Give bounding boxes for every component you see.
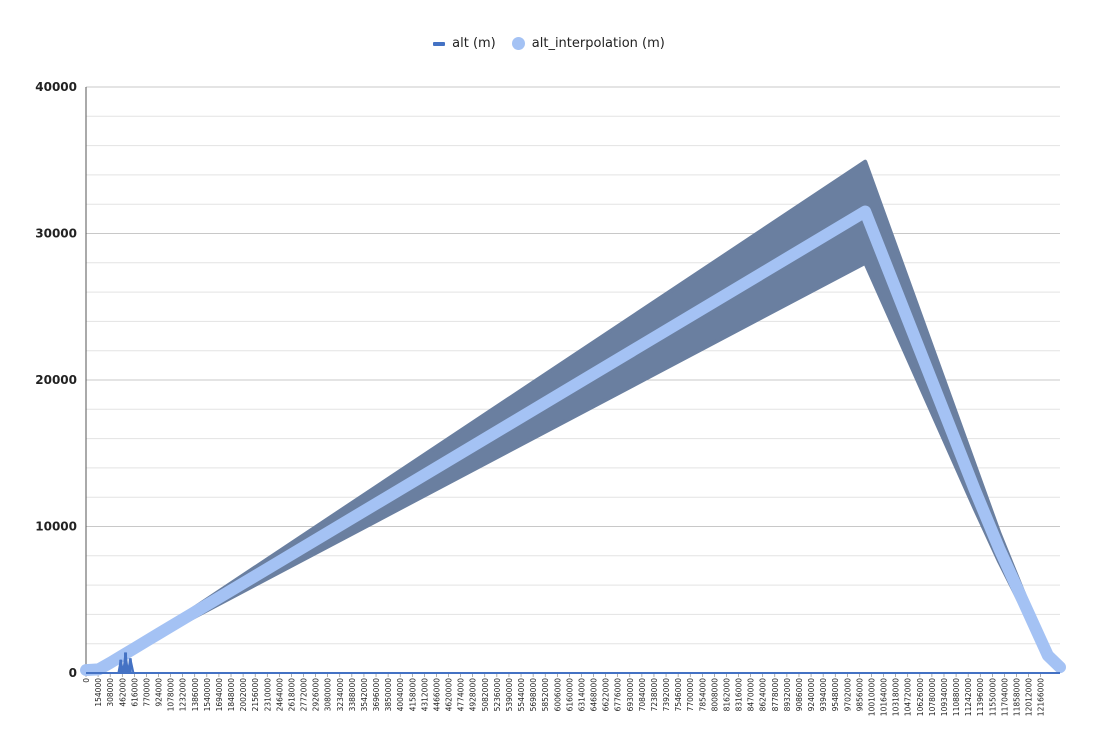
x-tick-label: 5082000 <box>481 678 490 712</box>
x-tick-label: 2772000 <box>300 678 309 712</box>
x-tick-label: 5698000 <box>529 678 538 712</box>
x-tick-label: 7854000 <box>698 678 707 712</box>
x-tick-label: 308000 <box>106 678 115 707</box>
x-tick-label: 10934000 <box>940 678 949 716</box>
x-tick-label: 8778000 <box>771 678 780 712</box>
x-tick-label: 1078000 <box>167 678 176 712</box>
x-tick-label: 6006000 <box>553 678 562 712</box>
x-tick-label: 2926000 <box>312 678 321 712</box>
x-tick-label: 2464000 <box>275 678 284 712</box>
x-tick-label: 7700000 <box>686 678 695 712</box>
x-tick-label: 1848000 <box>227 678 236 712</box>
x-tick-label: 11396000 <box>976 678 985 716</box>
x-tick-label: 4928000 <box>469 678 478 712</box>
x-tick-label: 9240000 <box>807 678 816 712</box>
y-tick-label: 30000 <box>35 227 77 241</box>
legend-item-alt[interactable]: alt (m) <box>433 36 496 51</box>
x-tick-label: 7084000 <box>638 678 647 712</box>
x-tick-label: 8932000 <box>783 678 792 712</box>
x-tick-label: 6468000 <box>590 678 599 712</box>
x-tick-label: 616000 <box>130 678 139 707</box>
x-tick-label: 12012000 <box>1025 678 1034 716</box>
x-tick-label: 2618000 <box>287 678 296 712</box>
x-tick-label: 7238000 <box>650 678 659 712</box>
x-tick-label: 3080000 <box>324 678 333 712</box>
y-tick-label: 10000 <box>35 520 77 534</box>
x-tick-label: 2002000 <box>239 678 248 712</box>
x-tick-label: 9548000 <box>831 678 840 712</box>
x-tick-label: 5852000 <box>541 678 550 712</box>
x-tick-label: 11704000 <box>1000 678 1009 716</box>
x-tick-label: 3850000 <box>384 678 393 712</box>
x-tick-label: 5236000 <box>493 678 502 712</box>
legend-label-alt-interpolation: alt_interpolation (m) <box>531 36 665 51</box>
x-tick-label: 8316000 <box>735 678 744 712</box>
x-tick-label: 4620000 <box>445 678 454 712</box>
x-tick-label: 11088000 <box>952 678 961 716</box>
x-tick-label: 8008000 <box>710 678 719 712</box>
x-tick-label: 8162000 <box>722 678 731 712</box>
x-tick-label: 4004000 <box>396 678 405 712</box>
series-line-alt-interpolation <box>80 205 1066 677</box>
x-tick-label: 5544000 <box>517 678 526 712</box>
x-tick-label: 6622000 <box>602 678 611 712</box>
x-tick-label: 1232000 <box>179 678 188 712</box>
x-tick-label: 3696000 <box>372 678 381 712</box>
x-tick-label: 9702000 <box>843 678 852 712</box>
legend: alt (m) alt_interpolation (m) <box>0 36 1098 51</box>
x-tick-label: 1540000 <box>203 678 212 712</box>
x-tick-label: 3234000 <box>336 678 345 712</box>
y-tick-label: 40000 <box>35 80 77 94</box>
x-tick-label: 10010000 <box>867 678 876 716</box>
x-tick-label: 1386000 <box>191 678 200 712</box>
x-tick-label: 4774000 <box>457 678 466 712</box>
x-tick-label: 8624000 <box>759 678 768 712</box>
legend-item-alt-interpolation[interactable]: alt_interpolation (m) <box>511 36 665 51</box>
x-tick-label: 2156000 <box>251 678 260 712</box>
x-tick-label: 10626000 <box>916 678 925 716</box>
x-tick-label: 924000 <box>155 678 164 707</box>
x-tick-label: 12166000 <box>1037 678 1046 716</box>
x-tick-label: 9394000 <box>819 678 828 712</box>
x-tick-label: 4312000 <box>420 678 429 712</box>
x-tick-label: 4466000 <box>432 678 441 712</box>
x-tick-label: 10780000 <box>928 678 937 716</box>
x-tick-label: 8470000 <box>747 678 756 712</box>
y-tick-label: 0 <box>69 666 77 680</box>
x-tick-label: 3388000 <box>348 678 357 712</box>
x-tick-label: 3542000 <box>360 678 369 712</box>
x-tick-label: 7546000 <box>674 678 683 712</box>
x-tick-label: 1694000 <box>215 678 224 712</box>
x-tick-label: 9086000 <box>795 678 804 712</box>
x-tick-label: 6160000 <box>565 678 574 712</box>
x-tick-label: 6314000 <box>577 678 586 712</box>
x-tick-label: 11858000 <box>1012 678 1021 716</box>
x-tick-label: 462000 <box>118 678 127 707</box>
legend-swatch-alt <box>433 41 446 46</box>
x-tick-label: 7392000 <box>662 678 671 712</box>
x-tick-label: 6776000 <box>614 678 623 712</box>
x-tick-label: 770000 <box>142 678 151 707</box>
x-tick-label: 4158000 <box>408 678 417 712</box>
x-tick-label: 10318000 <box>892 678 901 716</box>
x-tick-label: 0 <box>82 678 91 683</box>
legend-label-alt: alt (m) <box>452 36 496 51</box>
y-tick-label: 20000 <box>35 373 77 387</box>
x-tick-label: 2310000 <box>263 678 272 712</box>
x-tick-label: 154000 <box>94 678 103 707</box>
x-tick-label: 9856000 <box>855 678 864 712</box>
x-tick-label: 5390000 <box>505 678 514 712</box>
legend-swatch-alt-interpolation <box>511 37 525 50</box>
x-tick-label: 11242000 <box>964 678 973 716</box>
x-tick-label: 10472000 <box>904 678 913 716</box>
x-tick-label: 6930000 <box>626 678 635 712</box>
series-line-alt <box>86 652 1060 674</box>
x-tick-label: 11550000 <box>988 678 997 716</box>
x-tick-label: 10164000 <box>880 678 889 716</box>
